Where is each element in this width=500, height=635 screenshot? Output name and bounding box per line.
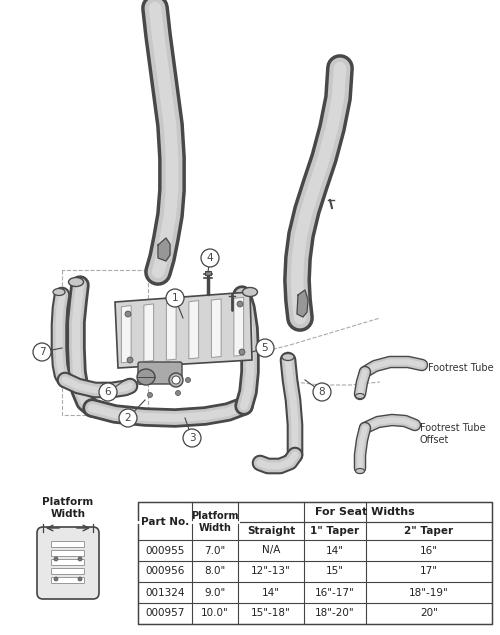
Text: Platform
Width: Platform Width (42, 497, 94, 519)
Text: 001324: 001324 (145, 587, 185, 598)
Text: 18"-19": 18"-19" (409, 587, 449, 598)
Text: 8.0": 8.0" (204, 566, 226, 577)
Text: Straight: Straight (247, 526, 295, 536)
Text: 1" Taper: 1" Taper (310, 526, 360, 536)
Text: Footrest Tube
Offset: Footrest Tube Offset (420, 423, 486, 445)
Text: 10.0": 10.0" (201, 608, 229, 618)
Text: 7: 7 (38, 347, 46, 357)
Text: Footrest Tube: Footrest Tube (428, 363, 494, 373)
Ellipse shape (137, 369, 155, 385)
Circle shape (127, 357, 133, 363)
Polygon shape (212, 299, 221, 358)
Polygon shape (144, 304, 154, 361)
Polygon shape (234, 297, 243, 356)
Polygon shape (158, 238, 170, 261)
Polygon shape (138, 502, 492, 624)
Text: 9.0": 9.0" (204, 587, 226, 598)
Circle shape (237, 301, 243, 307)
Polygon shape (297, 290, 308, 317)
Circle shape (239, 349, 245, 355)
Circle shape (176, 391, 180, 396)
Text: Part No.: Part No. (141, 517, 189, 527)
Circle shape (256, 339, 274, 357)
Circle shape (313, 383, 331, 401)
Circle shape (78, 557, 82, 561)
Ellipse shape (169, 373, 183, 387)
Text: 12"-13": 12"-13" (251, 566, 291, 577)
Circle shape (99, 383, 117, 401)
Ellipse shape (68, 277, 84, 286)
Text: 000955: 000955 (146, 545, 184, 556)
Text: 16"-17": 16"-17" (315, 587, 355, 598)
Text: 5: 5 (262, 343, 268, 353)
Text: 6: 6 (104, 387, 112, 397)
Ellipse shape (356, 394, 364, 399)
Text: 2: 2 (124, 413, 132, 423)
Circle shape (125, 311, 131, 317)
Ellipse shape (282, 354, 294, 361)
Text: 20": 20" (420, 608, 438, 618)
Text: 000957: 000957 (146, 608, 184, 618)
FancyBboxPatch shape (37, 527, 99, 599)
Circle shape (186, 377, 190, 382)
Polygon shape (122, 305, 131, 363)
Text: 2" Taper: 2" Taper (404, 526, 454, 536)
Ellipse shape (172, 376, 180, 384)
Text: N/A: N/A (262, 545, 280, 556)
Circle shape (138, 380, 142, 385)
Text: 7.0": 7.0" (204, 545, 226, 556)
Text: Platform
Width: Platform Width (191, 511, 239, 533)
Text: 000956: 000956 (146, 566, 184, 577)
Circle shape (78, 577, 82, 581)
Ellipse shape (242, 288, 258, 297)
Text: For Seat Widths: For Seat Widths (315, 507, 415, 517)
Text: 4: 4 (206, 253, 214, 263)
Circle shape (54, 557, 58, 561)
Circle shape (183, 429, 201, 447)
Polygon shape (166, 302, 176, 360)
Ellipse shape (53, 288, 65, 295)
Circle shape (148, 392, 152, 398)
Polygon shape (115, 292, 252, 368)
Text: 1: 1 (172, 293, 178, 303)
FancyBboxPatch shape (52, 568, 84, 575)
Polygon shape (205, 271, 211, 275)
Circle shape (33, 343, 51, 361)
FancyBboxPatch shape (138, 362, 182, 384)
Text: 14": 14" (326, 545, 344, 556)
Circle shape (201, 249, 219, 267)
FancyBboxPatch shape (52, 559, 84, 566)
Text: 17": 17" (420, 566, 438, 577)
Polygon shape (189, 300, 198, 359)
Text: 14": 14" (262, 587, 280, 598)
Circle shape (119, 409, 137, 427)
Text: 3: 3 (188, 433, 196, 443)
Circle shape (166, 289, 184, 307)
Ellipse shape (356, 469, 364, 474)
Text: 8: 8 (318, 387, 326, 397)
Text: 16": 16" (420, 545, 438, 556)
FancyBboxPatch shape (52, 542, 84, 547)
Text: 15": 15" (326, 566, 344, 577)
Text: 15"-18": 15"-18" (251, 608, 291, 618)
FancyBboxPatch shape (52, 551, 84, 556)
Circle shape (54, 577, 58, 581)
FancyBboxPatch shape (52, 577, 84, 584)
Text: 18"-20": 18"-20" (315, 608, 355, 618)
